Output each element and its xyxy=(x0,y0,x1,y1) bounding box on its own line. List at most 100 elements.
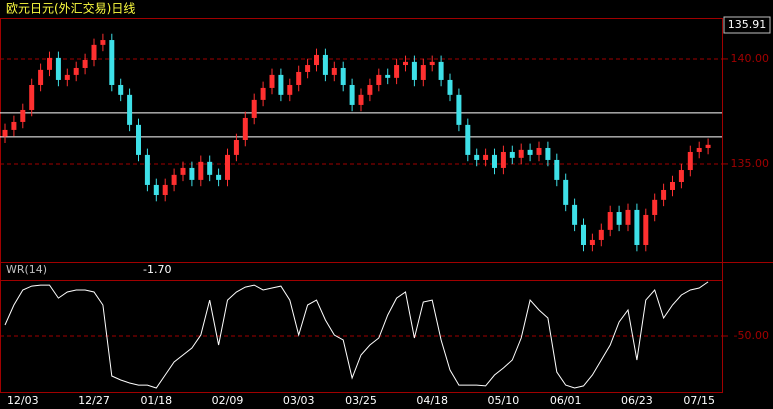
candle-body xyxy=(687,151,693,171)
candle-body xyxy=(358,94,364,105)
y-tick-label: -50.00 xyxy=(734,329,769,342)
candle-body xyxy=(29,84,35,110)
x-tick-label: 07/15 xyxy=(683,394,715,407)
candle-body xyxy=(2,129,8,137)
candle-body xyxy=(296,71,302,85)
candle-body xyxy=(171,174,177,185)
candle-body xyxy=(198,161,204,180)
candle-body xyxy=(563,179,569,205)
candle-body xyxy=(225,154,230,180)
candle-body xyxy=(643,214,649,245)
candle-body xyxy=(581,224,586,245)
candle-body xyxy=(91,44,97,60)
candle-body xyxy=(242,117,248,140)
candle-body xyxy=(207,161,213,175)
candle-body xyxy=(518,149,524,158)
candle-body xyxy=(144,154,150,185)
candle-body xyxy=(634,209,640,245)
candle-body xyxy=(474,154,480,160)
last-price: 135.91 xyxy=(728,18,767,31)
candle-body xyxy=(331,67,337,75)
candle-body xyxy=(394,65,400,78)
candle-body xyxy=(109,40,115,85)
x-tick-label: 12/27 xyxy=(78,394,110,407)
candle-body xyxy=(136,124,141,155)
last-price-box xyxy=(723,16,771,34)
candle-body xyxy=(11,121,17,130)
candle-body xyxy=(118,84,124,95)
candle-body xyxy=(180,167,186,175)
candle-body xyxy=(589,239,595,245)
candle-body xyxy=(385,74,391,78)
candle-body xyxy=(38,69,44,85)
candle-body xyxy=(260,87,266,100)
candle-body xyxy=(162,184,168,196)
candle-body xyxy=(367,84,373,95)
x-tick-label: 05/10 xyxy=(488,394,520,407)
x-tick-label: 04/18 xyxy=(416,394,448,407)
candle-body xyxy=(652,199,658,215)
x-tick-label: 03/03 xyxy=(283,394,315,407)
candle-body xyxy=(438,61,444,80)
candle-body xyxy=(233,140,239,155)
candle-body xyxy=(47,57,52,70)
candle-body xyxy=(545,147,551,160)
candle-body xyxy=(572,204,578,225)
candle-body xyxy=(607,212,613,230)
candle-body xyxy=(536,147,542,155)
candle-body xyxy=(616,212,622,225)
candle-body xyxy=(705,144,711,148)
candle-body xyxy=(420,65,426,80)
candle-body xyxy=(100,40,106,45)
candle-body xyxy=(314,54,319,66)
candle-body xyxy=(598,229,604,240)
candle-body xyxy=(465,124,471,155)
y-tick-label: 135.00 xyxy=(731,157,770,170)
candle-body xyxy=(287,84,293,95)
candle-body xyxy=(447,79,453,95)
candle-body xyxy=(527,149,533,155)
indicator-line xyxy=(4,281,709,389)
candle-body xyxy=(189,167,195,180)
candle-body xyxy=(492,154,497,168)
candle-body xyxy=(349,84,355,105)
candle-body xyxy=(82,59,88,68)
candle-body xyxy=(127,94,133,125)
candle-body xyxy=(661,189,667,200)
indicator-title: WR(14) xyxy=(6,263,47,276)
candle-body xyxy=(73,67,79,75)
candle-body xyxy=(670,181,675,190)
candle-body xyxy=(625,209,631,225)
x-tick-label: 06/01 xyxy=(550,394,582,407)
candle-body xyxy=(216,174,222,180)
candle-body xyxy=(269,74,275,88)
x-tick-label: 12/03 xyxy=(7,394,39,407)
candle-body xyxy=(411,61,417,80)
candle-body xyxy=(483,154,489,160)
candle-body xyxy=(278,74,284,95)
candle-body xyxy=(322,54,328,75)
candle-body xyxy=(509,151,515,158)
candle-body xyxy=(340,67,346,85)
x-tick-label: 01/18 xyxy=(140,394,172,407)
x-tick-label: 06/23 xyxy=(621,394,653,407)
candle-body xyxy=(64,74,70,80)
x-tick-label: 03/25 xyxy=(345,394,377,407)
x-tick-label: 02/09 xyxy=(212,394,244,407)
chart-title: 欧元日元(外汇交易)日线 xyxy=(6,1,135,16)
y-tick-label: 140.00 xyxy=(731,52,770,65)
candle-body xyxy=(153,184,159,196)
candle-body xyxy=(678,170,684,182)
candle-body xyxy=(305,65,311,72)
candle-body xyxy=(251,99,257,118)
frame xyxy=(0,18,723,393)
candle-body xyxy=(429,61,435,66)
candle-body xyxy=(20,109,26,122)
candle-body xyxy=(403,61,408,66)
candle-body xyxy=(376,74,382,85)
candle-body xyxy=(55,57,61,80)
candle-body xyxy=(696,147,702,152)
candle-body xyxy=(500,151,506,168)
